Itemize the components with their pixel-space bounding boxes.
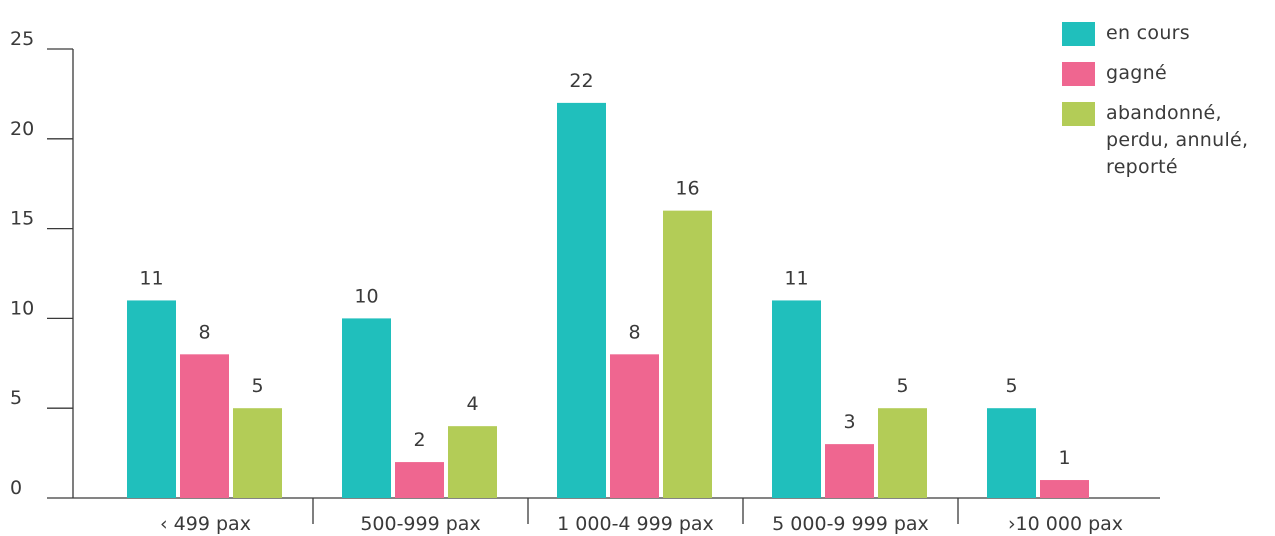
data-label-gagn: 2 [413, 429, 425, 451]
legend-item-gagne: gagné [1062, 60, 1272, 87]
category-label: 500-999 pax [360, 513, 480, 535]
data-label-abandonn: 4 [466, 393, 478, 415]
bar-gagn [825, 444, 874, 498]
category-label: 5 000-9 999 pax [772, 513, 929, 535]
bar-abandonn [448, 426, 497, 498]
bar-abandonn [878, 408, 927, 498]
bar-en-cours [557, 102, 606, 498]
bar-gagn [1040, 480, 1089, 498]
data-label-gagn: 3 [843, 411, 855, 433]
data-label-abandonn: 16 [675, 178, 699, 200]
bar-abandonn [663, 210, 712, 498]
legend-item-en-cours: en cours [1062, 20, 1272, 47]
y-axis: 0 5 10 15 20 25 [10, 28, 74, 499]
bar-gagn [395, 462, 444, 498]
y-tick-label: 25 [10, 28, 34, 50]
data-label-gagn: 8 [198, 321, 210, 343]
data-label-abandonn: 5 [251, 375, 263, 397]
data-label-gagn: 1 [1058, 447, 1070, 469]
bar-en-cours [987, 408, 1036, 498]
legend-label-en-cours: en cours [1106, 22, 1190, 44]
legend-swatch-gagne [1062, 62, 1095, 86]
legend-swatch-abandonne [1062, 102, 1095, 126]
data-label-en-cours: 10 [354, 285, 378, 307]
bar-gagn [180, 354, 229, 498]
legend: en cours gagné abandonné, perdu, annulé,… [1062, 20, 1272, 194]
data-label-gagn: 8 [628, 321, 640, 343]
bar-en-cours [342, 318, 391, 498]
y-tick-label: 0 [10, 477, 22, 499]
x-axis: ‹ 499 pax 500-999 pax 1 000-4 999 pax 5 000… [73, 497, 1160, 535]
legend-label-abandonne: abandonné, perdu, annulé, reporté [1106, 102, 1249, 178]
data-labels: 11 10 22 11 5 8 2 8 3 1 5 4 16 5 [139, 70, 1070, 469]
y-tick-label: 5 [10, 387, 22, 409]
data-label-en-cours: 11 [139, 267, 163, 289]
legend-swatch-en-cours [1062, 22, 1095, 46]
data-label-en-cours: 11 [784, 267, 808, 289]
data-label-en-cours: 5 [1005, 375, 1017, 397]
y-tick-label: 15 [10, 208, 34, 230]
bar-abandonn [233, 408, 282, 498]
bar-en-cours [127, 300, 176, 498]
bar-en-cours [772, 300, 821, 498]
category-label: ‹ 499 pax [160, 513, 251, 535]
legend-item-abandonne: abandonné, perdu, annulé, reporté [1062, 100, 1272, 181]
legend-label-gagne: gagné [1106, 62, 1167, 84]
data-label-abandonn: 5 [896, 375, 908, 397]
y-tick-label: 10 [10, 297, 34, 319]
category-label: ›10 000 pax [1008, 513, 1123, 535]
category-label: 1 000-4 999 pax [557, 513, 714, 535]
y-tick-label: 20 [10, 118, 34, 140]
bars [127, 102, 1089, 498]
bar-gagn [610, 354, 659, 498]
data-label-en-cours: 22 [569, 70, 593, 92]
